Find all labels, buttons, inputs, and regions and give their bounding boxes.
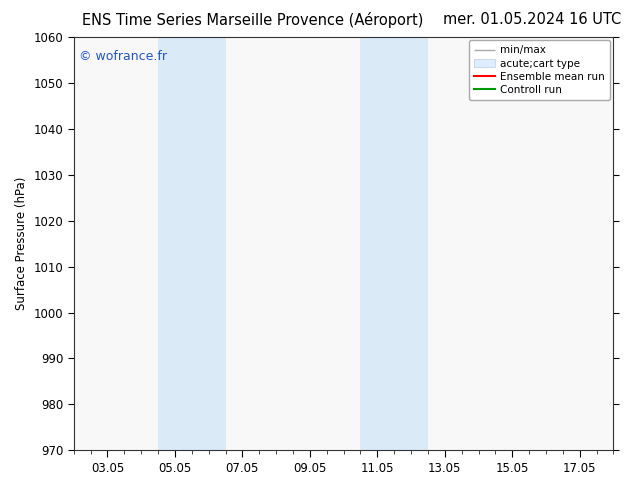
Legend: min/max, acute;cart type, Ensemble mean run, Controll run: min/max, acute;cart type, Ensemble mean … — [469, 40, 611, 100]
Text: ENS Time Series Marseille Provence (Aéroport): ENS Time Series Marseille Provence (Aéro… — [82, 12, 424, 28]
Bar — [158, 37, 226, 450]
Text: mer. 01.05.2024 16 UTC: mer. 01.05.2024 16 UTC — [443, 12, 621, 27]
Text: © wofrance.fr: © wofrance.fr — [79, 49, 167, 63]
Y-axis label: Surface Pressure (hPa): Surface Pressure (hPa) — [15, 177, 28, 310]
Bar — [361, 37, 428, 450]
